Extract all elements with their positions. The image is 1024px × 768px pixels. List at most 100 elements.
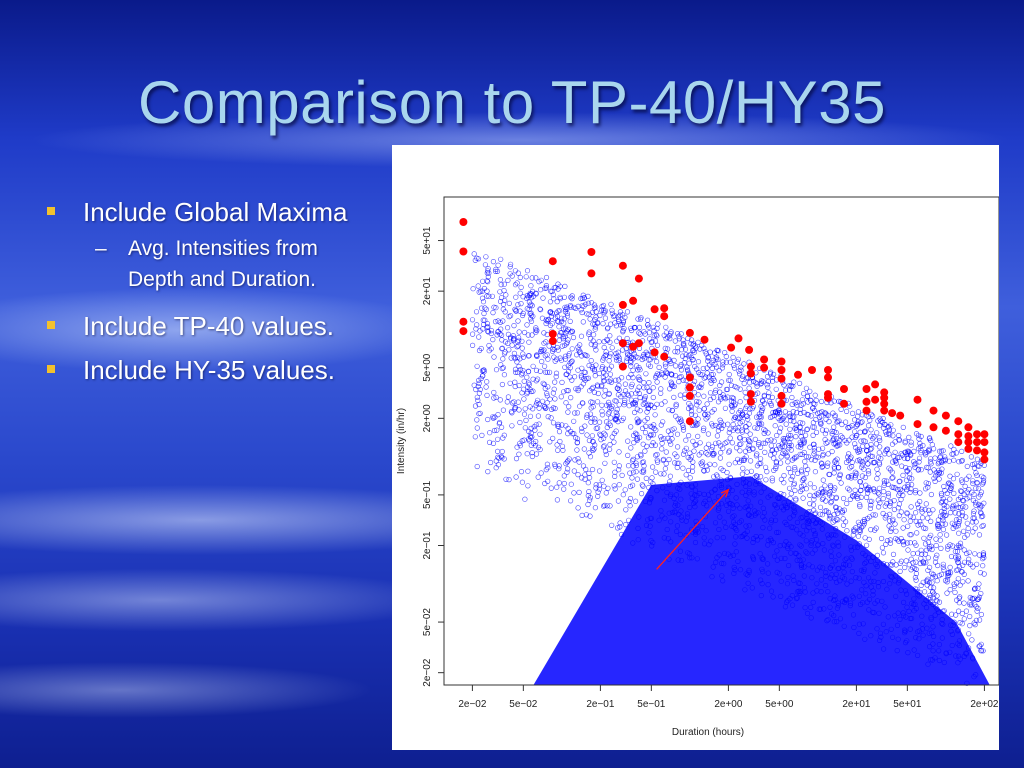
blue-point [746,442,752,448]
blue-point [567,360,573,366]
blue-point [665,346,671,352]
blue-point [819,496,826,503]
blue-point [745,416,751,422]
blue-point [861,466,867,472]
blue-point [778,425,784,431]
blue-point [744,469,750,475]
red-point [650,305,659,314]
blue-point [820,477,826,483]
annotation-arrow-head [720,488,730,498]
blue-point [474,363,480,369]
blue-point [680,427,687,433]
blue-point [923,501,929,507]
blue-point [926,436,933,442]
blue-point [661,332,667,338]
blue-point [714,433,721,439]
blue-point [902,484,908,490]
blue-point [668,371,674,377]
blue-point [921,535,927,541]
red-point [929,423,938,432]
blue-point [564,306,570,312]
blue-point [952,589,958,596]
red-point [685,373,694,382]
blue-point [701,393,707,399]
blue-point [876,491,882,497]
blue-point [799,397,806,403]
blue-point [577,403,583,409]
blue-point [603,451,609,458]
blue-point [949,611,955,617]
blue-point [551,354,557,360]
blue-point [737,448,743,454]
blue-point [585,300,592,306]
blue-point [885,481,891,487]
blue-point [739,413,745,419]
blue-point [693,345,699,351]
sub-bullet-avg-intensities: – Avg. Intensities from Depth and Durati… [83,233,370,295]
blue-point [923,480,929,486]
blue-point [706,441,712,447]
blue-point [811,496,817,503]
blue-point [966,473,972,479]
blue-point [896,538,902,544]
blue-point [726,449,732,455]
blue-point [703,374,709,380]
red-point [760,355,769,364]
blue-point [726,448,733,454]
blue-point [539,358,545,365]
blue-point [725,394,731,400]
blue-point [958,477,965,483]
blue-point [506,300,512,306]
blue-point [958,458,965,464]
blue-point [579,309,585,316]
blue-point [903,477,910,483]
blue-point [904,511,910,517]
blue-point [957,505,964,511]
blue-point [685,368,691,374]
blue-point [915,446,922,452]
blue-point [569,296,575,302]
blue-point [564,459,570,465]
blue-point [908,532,914,538]
blue-point [536,401,542,407]
blue-point [813,416,819,423]
blue-point [761,430,767,437]
blue-point [940,561,946,567]
blue-point [606,421,612,427]
blue-point [756,421,763,427]
blue-point [520,312,526,319]
blue-point [829,428,835,435]
blue-point [690,464,696,470]
blue-point [701,425,707,431]
blue-point [903,558,909,564]
blue-point [890,433,896,439]
blue-point [612,320,618,326]
blue-point [854,432,860,439]
blue-point [777,429,783,435]
blue-point [677,363,684,369]
blue-point [606,399,612,405]
blue-point [582,472,588,478]
blue-point [963,476,970,482]
blue-point [502,297,508,304]
blue-point [533,378,539,384]
blue-point [836,464,842,471]
blue-point [787,413,793,419]
x-tick-label: 2e+00 [714,699,743,710]
blue-point [586,331,592,337]
blue-point [542,363,548,369]
blue-point [633,462,639,469]
blue-point [960,497,966,504]
blue-point [576,459,582,465]
blue-point [704,401,710,407]
blue-point [700,365,706,372]
blue-point [981,475,987,481]
blue-point [711,406,717,413]
blue-point [634,435,640,441]
blue-point [601,344,607,351]
blue-point [545,478,551,484]
blue-point [886,427,893,433]
red-point [824,393,832,402]
blue-point [607,446,613,452]
blue-point [865,490,871,496]
